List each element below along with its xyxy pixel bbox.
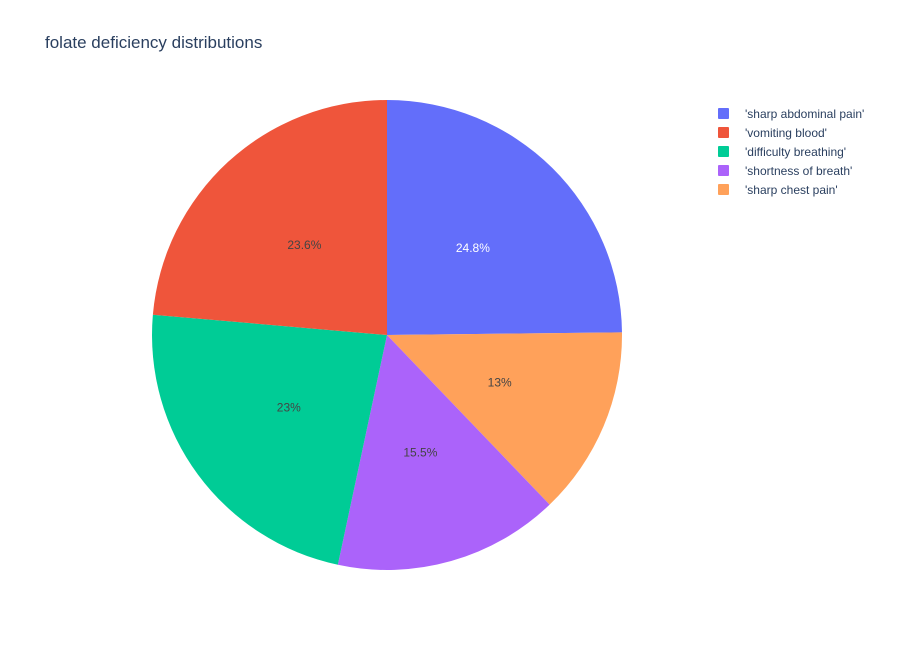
slice-percent-label: 13% [488, 375, 512, 389]
legend-label: 'difficulty breathing' [745, 144, 847, 159]
chart-title: folate deficiency distributions [45, 33, 263, 52]
legend-swatch [718, 108, 729, 119]
slice-percent-label: 24.8% [456, 241, 490, 255]
legend-item[interactable]: 'shortness of breath' [718, 161, 864, 180]
legend-item[interactable]: 'sharp abdominal pain' [718, 104, 864, 123]
pie-slice[interactable] [152, 100, 387, 335]
legend-swatch [718, 184, 729, 195]
legend: 'sharp abdominal pain' 'vomiting blood' … [718, 104, 864, 199]
pie-slice[interactable] [387, 100, 622, 335]
legend-label: 'sharp abdominal pain' [745, 106, 865, 121]
legend-swatch [718, 146, 729, 157]
legend-label: 'sharp chest pain' [745, 182, 838, 197]
pie-labels: 24.8% 13% 15.5% 23% 23.6% [277, 238, 512, 460]
legend-swatch [718, 165, 729, 176]
slice-percent-label: 15.5% [403, 446, 437, 460]
slice-percent-label: 23.6% [287, 238, 321, 252]
slice-percent-label: 23% [277, 401, 301, 415]
pie-slice[interactable] [152, 314, 387, 565]
pie-slices [152, 100, 623, 570]
legend-item[interactable]: 'sharp chest pain' [718, 180, 864, 199]
pie-slice[interactable] [387, 332, 623, 505]
legend-item[interactable]: 'difficulty breathing' [718, 142, 864, 161]
legend-item[interactable]: 'vomiting blood' [718, 123, 864, 142]
pie-slice[interactable] [337, 335, 550, 570]
legend-swatch [718, 127, 729, 138]
legend-label: 'shortness of breath' [745, 163, 853, 178]
legend-label: 'vomiting blood' [745, 125, 827, 140]
